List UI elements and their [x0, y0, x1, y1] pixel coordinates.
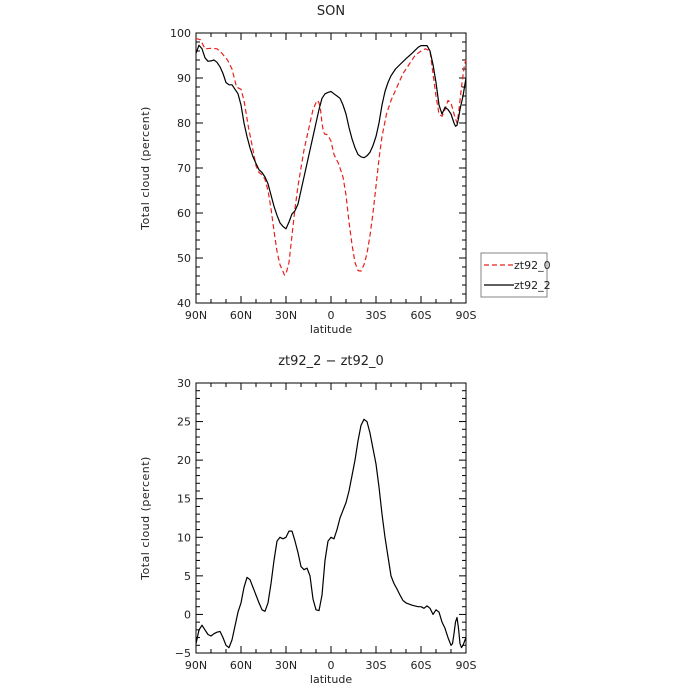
chart1-y-tick-label: 40	[177, 297, 191, 310]
chart2-series-line-series-1	[195, 418, 467, 649]
chart1-title: SON	[317, 4, 345, 19]
chart1-y-axis-title: Total cloud (percent)	[139, 106, 152, 231]
chart1-legend-box	[480, 252, 548, 298]
chart2-plot-frame	[195, 382, 467, 654]
chart2-y-tick-label: 20	[177, 454, 191, 467]
chart2-y-tick-label: −5	[175, 647, 191, 660]
chart1-series-line-zt92_0	[195, 37, 467, 276]
chart2-x-tick-label: 60N	[230, 659, 252, 672]
chart1-plot-frame	[195, 32, 467, 304]
chart2-y-tick-label: 10	[177, 531, 191, 544]
chart1-x-tick-label: 30N	[275, 309, 297, 322]
chart2-x-tick-label: 30N	[275, 659, 297, 672]
chart2-title: zt92_2 − zt92_0	[278, 354, 384, 369]
chart2-x-tick-label: 0	[328, 659, 335, 672]
chart1-x-tick-label: 30S	[366, 309, 387, 322]
chart1-x-axis-title: latitude	[310, 323, 352, 336]
chart2-x-tick-label: 90S	[456, 659, 477, 672]
chart2-x-axis-title: latitude	[310, 673, 352, 686]
chart2-x-tick-label: 90N	[185, 659, 207, 672]
chart1-legend-label-zt92_2: zt92_2	[514, 279, 551, 292]
chart1-y-tick-label: 50	[177, 252, 191, 265]
chart1-y-tick-label: 60	[177, 207, 191, 220]
chart1-x-tick-label: 60S	[411, 309, 432, 322]
chart2-y-tick-label: 5	[184, 570, 191, 583]
chart2-y-tick-label: 25	[177, 416, 191, 429]
chart1-series-line-zt92_2	[195, 44, 467, 230]
chart2-y-tick-label: 30	[177, 377, 191, 390]
chart2-x-tick-label: 60S	[411, 659, 432, 672]
chart1-y-tick-label: 90	[177, 72, 191, 85]
chart2-y-axis-title: Total cloud (percent)	[139, 456, 152, 581]
chart1-legend-label-zt92_0: zt92_0	[514, 259, 551, 272]
chart1-x-tick-label: 60N	[230, 309, 252, 322]
chart2-y-tick-label: 0	[184, 608, 191, 621]
chart1-x-tick-label: 90N	[185, 309, 207, 322]
chart2-y-tick-label: 15	[177, 493, 191, 506]
chart1-x-tick-label: 0	[328, 309, 335, 322]
chart1-y-tick-label: 100	[170, 27, 191, 40]
chart1-y-tick-label: 70	[177, 162, 191, 175]
chart1-y-tick-label: 80	[177, 117, 191, 130]
chart2-x-tick-label: 30S	[366, 659, 387, 672]
chart1-x-tick-label: 90S	[456, 309, 477, 322]
